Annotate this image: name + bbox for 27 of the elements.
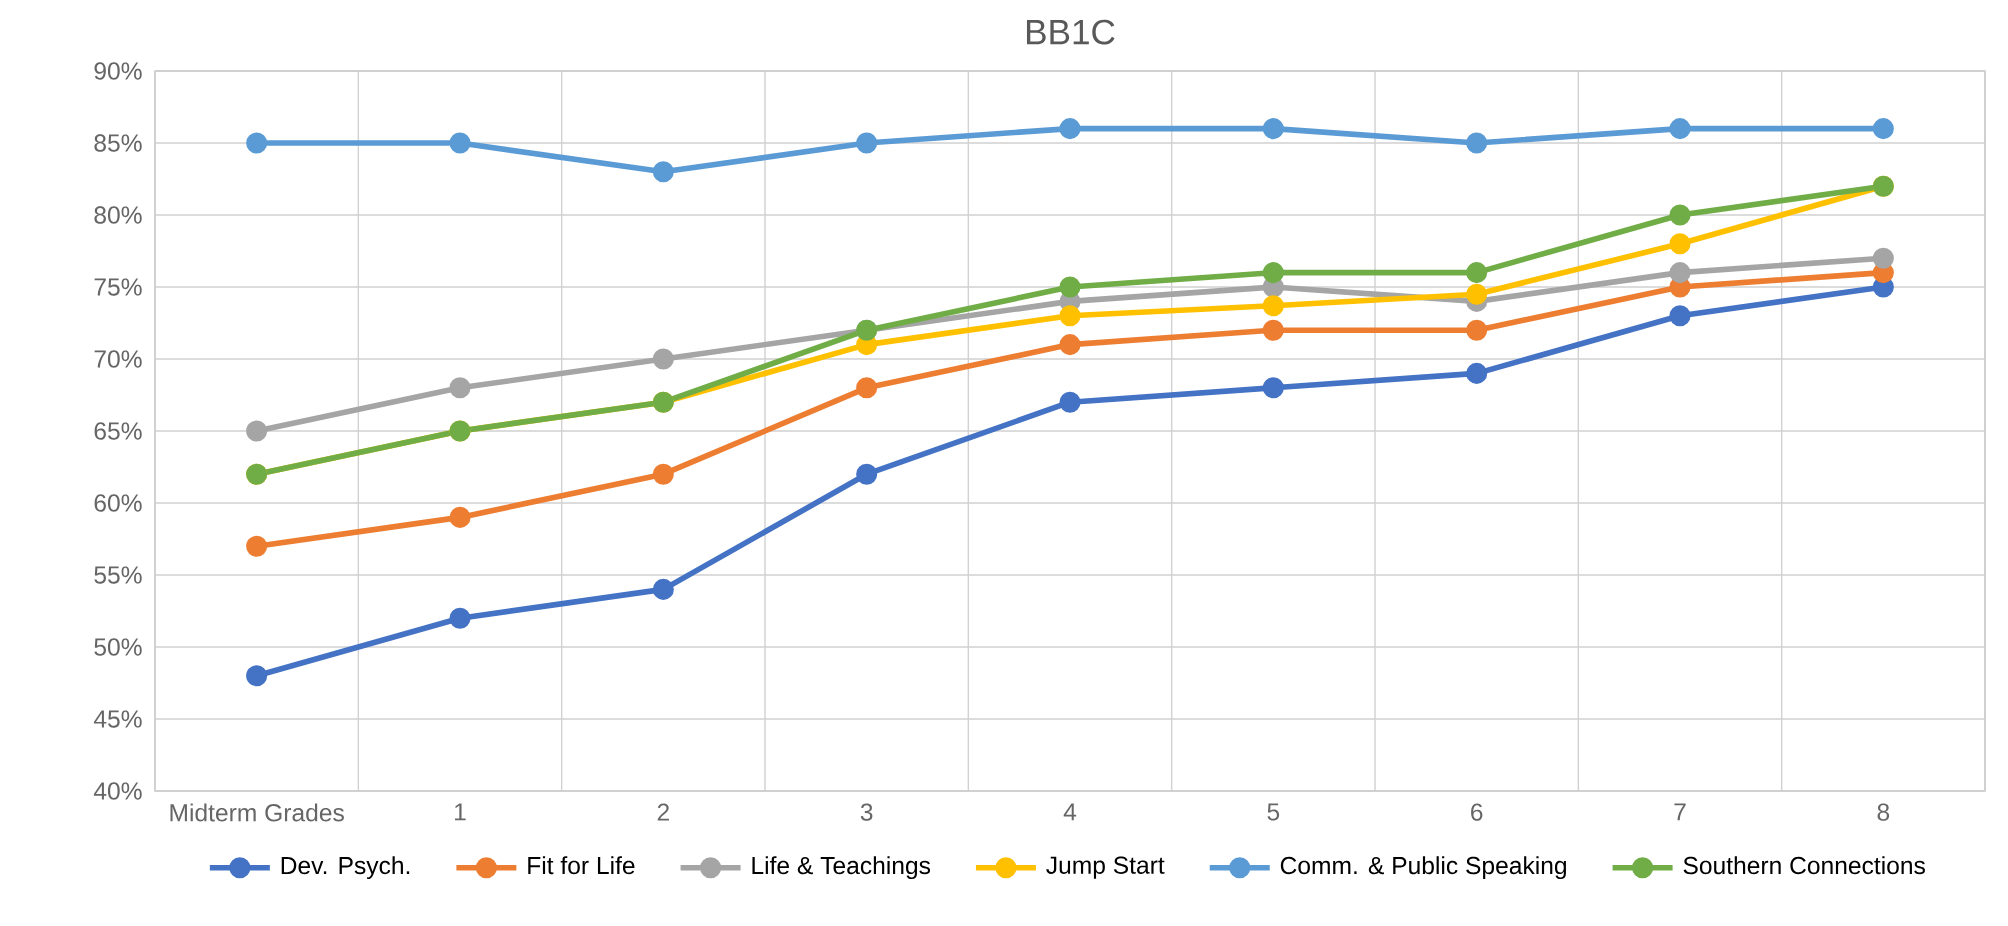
legend-label: Fit for Life [528,856,635,875]
y-tick-label: 80% [94,206,142,224]
legend-label: Life & Teachings [752,856,931,880]
y-tick-label: 70% [94,350,142,368]
y-tick-label: 75% [94,278,142,296]
chart-title: BB1C [1026,19,1115,45]
y-tick-label: 55% [94,566,142,584]
legend-label: Jump Start [1046,856,1165,879]
x-tick-label: 5 [1267,803,1280,821]
y-tick-label: 90% [94,62,142,80]
x-tick-label: 1 [455,803,466,821]
legend-label: Southern Connections [1683,856,1925,875]
x-tick-label: 7 [1674,803,1686,821]
y-tick-label: 65% [94,422,142,440]
y-tick-label: 50% [94,638,142,656]
x-tick-label: 3 [860,803,873,821]
y-tick-label: 60% [94,494,142,512]
x-tick-label: 2 [657,803,669,821]
y-tick-label: 40% [93,782,142,800]
legend-label: Comm. & Public Speaking [1280,856,1566,880]
x-tick-label: 8 [1877,803,1890,821]
y-tick-label: 85% [94,134,142,152]
legend-label: Dev. Psych. [281,856,410,880]
x-tick-label: 4 [1063,803,1077,821]
x-tick-label: Midterm Grades [170,803,344,822]
x-tick-label: 6 [1471,803,1483,821]
y-tick-label: 45% [93,710,142,728]
